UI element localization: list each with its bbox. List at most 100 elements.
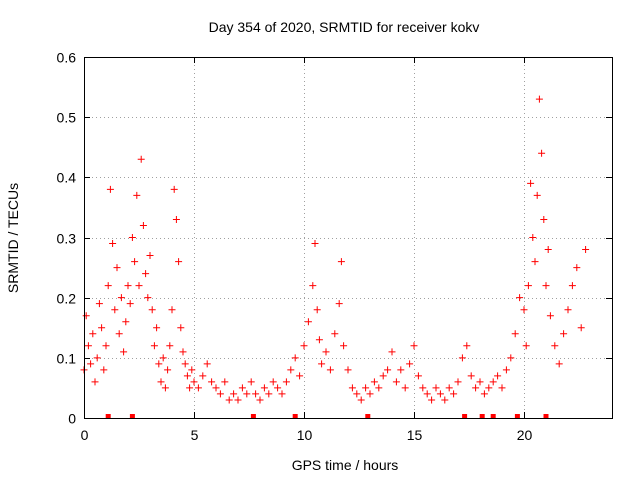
data-point	[122, 318, 130, 326]
data-point	[441, 396, 449, 404]
bottom-marker	[129, 414, 135, 419]
data-point	[84, 342, 92, 350]
data-point	[186, 384, 194, 392]
data-point	[216, 390, 224, 398]
data-point	[166, 342, 174, 350]
data-point	[524, 282, 532, 290]
data-point	[155, 360, 163, 368]
data-point	[476, 378, 484, 386]
data-point	[564, 306, 572, 314]
data-point	[529, 234, 537, 241]
y-tick-label: 0.6	[57, 50, 77, 66]
data-point	[428, 396, 436, 404]
x-axis-label: GPS time / hours	[292, 457, 399, 473]
data-point	[401, 384, 409, 392]
data-point	[126, 300, 134, 308]
data-point	[568, 282, 576, 290]
data-point	[102, 342, 110, 350]
data-point	[494, 372, 502, 380]
data-point	[278, 390, 286, 398]
data-point	[247, 378, 255, 386]
data-point	[150, 342, 158, 350]
data-point	[527, 179, 535, 187]
bottom-marker	[292, 414, 298, 419]
data-point	[384, 366, 392, 374]
data-point	[573, 264, 581, 272]
data-point	[199, 372, 207, 380]
data-point	[287, 366, 295, 374]
data-point	[489, 378, 497, 386]
data-point	[502, 366, 510, 374]
data-point	[362, 384, 370, 392]
data-point	[454, 378, 462, 386]
data-point	[520, 306, 528, 314]
data-point	[153, 324, 161, 332]
data-point	[348, 384, 356, 392]
data-point	[89, 330, 97, 338]
data-point	[458, 354, 466, 362]
bottom-marker	[514, 414, 520, 419]
data-point	[366, 390, 374, 398]
data-point	[260, 384, 268, 392]
data-point	[203, 360, 211, 368]
bottom-marker	[490, 414, 496, 419]
data-point	[357, 396, 365, 404]
data-point	[212, 384, 220, 392]
data-point	[463, 342, 471, 350]
data-point	[170, 185, 178, 193]
data-point	[577, 324, 585, 332]
data-point	[546, 312, 554, 320]
data-point	[498, 384, 506, 392]
x-tick-label: 0	[81, 427, 89, 443]
data-point	[117, 294, 125, 302]
data-point	[113, 264, 121, 272]
data-point	[177, 324, 185, 332]
data-point	[135, 282, 143, 290]
data-point	[100, 366, 108, 374]
y-tick-label: 0	[68, 411, 76, 427]
data-point	[148, 306, 156, 314]
data-point	[344, 366, 352, 374]
data-point	[144, 294, 152, 302]
data-point	[282, 378, 290, 386]
data-point	[436, 390, 444, 398]
data-point	[161, 384, 169, 392]
data-point	[109, 240, 117, 248]
data-point	[142, 270, 150, 278]
data-point	[522, 342, 530, 350]
data-point	[183, 372, 191, 380]
plot-frame	[84, 57, 613, 419]
data-point	[133, 191, 141, 199]
y-axis-label: SRMTID / TECUs	[5, 183, 21, 293]
data-point	[311, 240, 319, 248]
data-point	[445, 384, 453, 392]
axis-ticks	[84, 57, 612, 419]
data-point	[379, 372, 387, 380]
data-point	[582, 246, 590, 254]
data-point	[370, 378, 378, 386]
data-point	[555, 360, 563, 368]
y-tick-label: 0.3	[57, 231, 77, 247]
data-point	[164, 366, 172, 374]
data-point	[315, 336, 323, 344]
data-point	[104, 282, 112, 290]
data-point	[221, 378, 229, 386]
data-point	[120, 348, 128, 356]
data-point	[91, 378, 99, 386]
data-point	[331, 330, 339, 338]
y-tick-label: 0.2	[57, 291, 77, 307]
y-tick-label: 0.4	[57, 170, 77, 186]
bottom-marker	[543, 414, 549, 419]
bottom-marker	[365, 414, 371, 419]
data-point	[353, 390, 361, 398]
data-point	[230, 390, 238, 398]
data-point	[269, 378, 277, 386]
data-point	[485, 384, 493, 392]
bottom-marker	[479, 414, 485, 419]
data-point	[181, 360, 189, 368]
x-tick-label: 5	[191, 427, 199, 443]
data-point	[340, 342, 348, 350]
data-point	[274, 384, 282, 392]
bottom-marker	[462, 414, 468, 419]
data-point	[467, 372, 475, 380]
